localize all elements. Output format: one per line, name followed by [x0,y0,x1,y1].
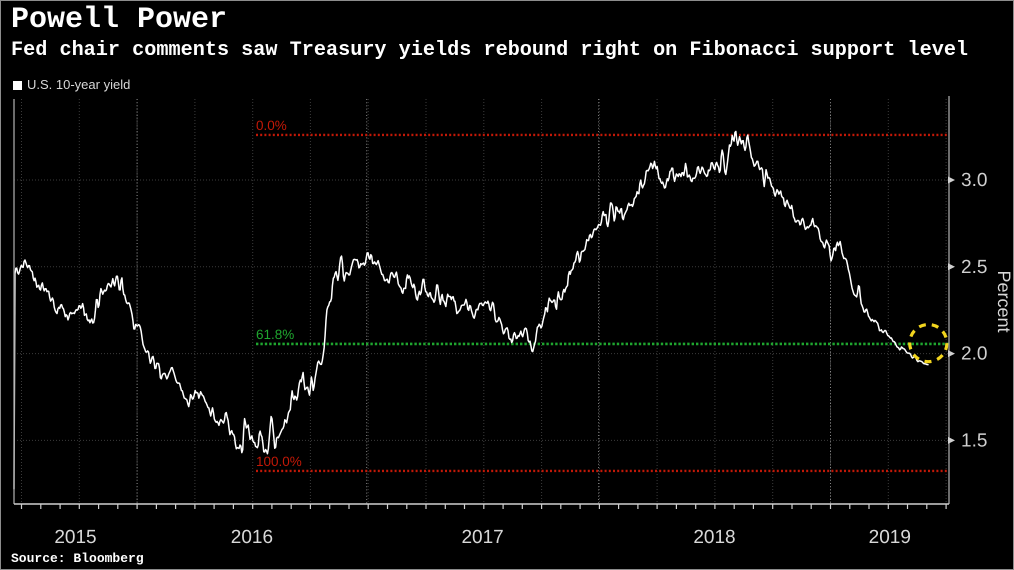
svg-text:2015: 2015 [54,527,96,548]
svg-text:3.0: 3.0 [961,170,987,191]
svg-text:2017: 2017 [461,527,503,548]
svg-text:2019: 2019 [869,527,911,548]
svg-text:2018: 2018 [693,527,735,548]
svg-text:2.5: 2.5 [961,257,987,278]
svg-text:1.5: 1.5 [961,430,987,451]
svg-text:2016: 2016 [231,527,273,548]
svg-text:2.0: 2.0 [961,344,987,365]
svg-text:Percent: Percent [994,270,1014,332]
svg-text:61.8%: 61.8% [256,327,294,342]
svg-text:100.0%: 100.0% [256,454,302,469]
svg-text:0.0%: 0.0% [256,118,287,133]
